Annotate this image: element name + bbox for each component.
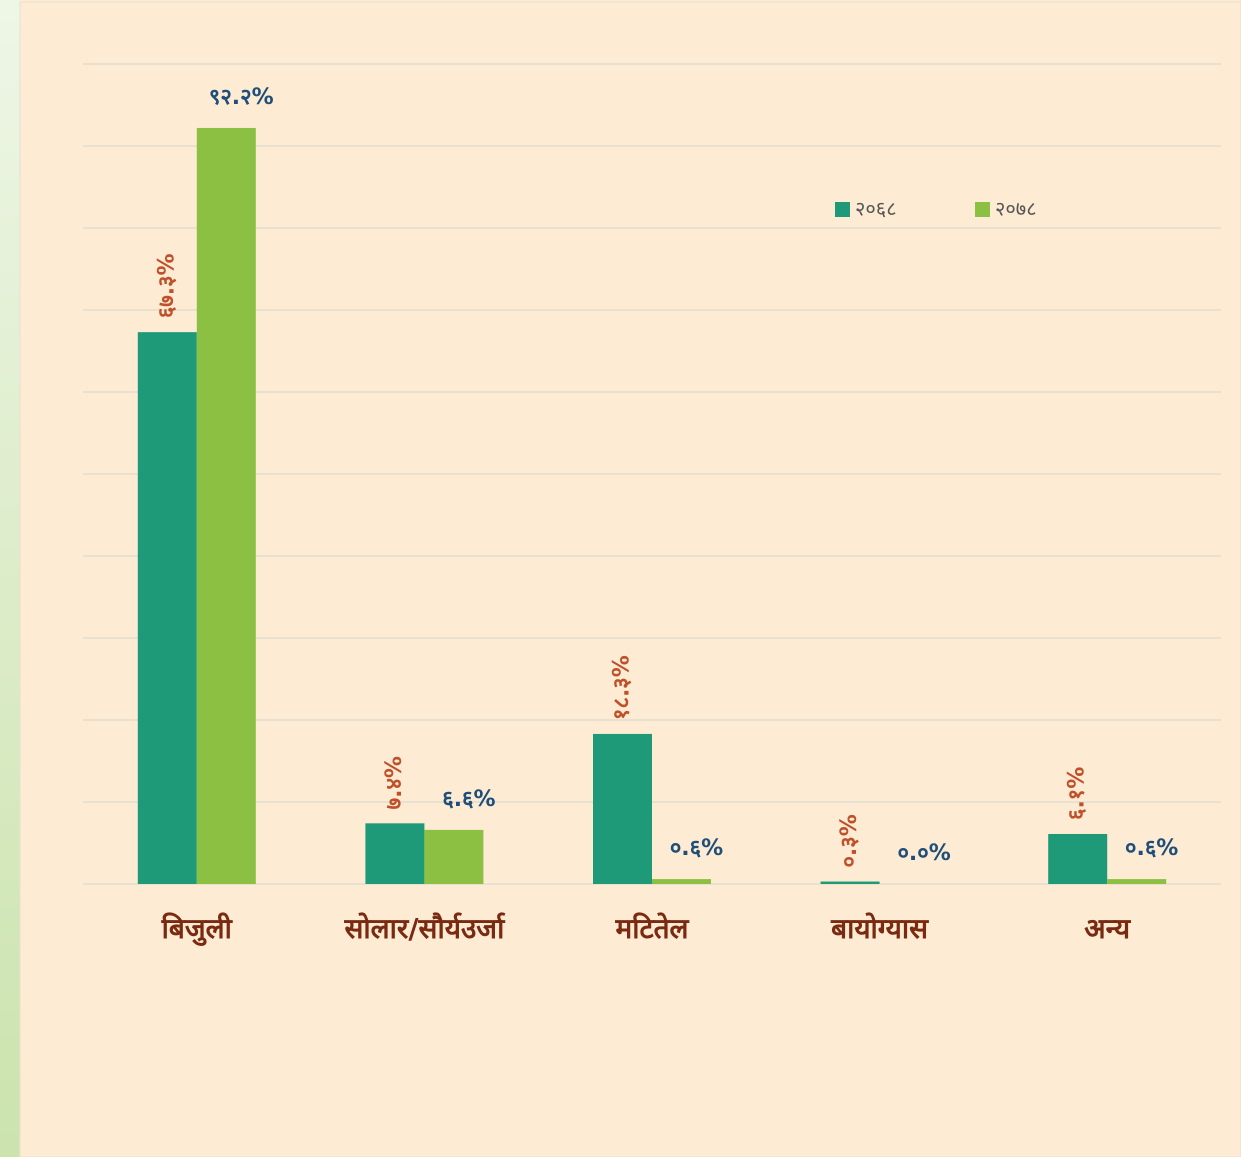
legend-swatch [975,202,990,217]
frame [19,1,1241,1157]
bar [652,879,711,884]
x-tick-label: बिजुली [161,912,234,946]
bar [820,881,880,884]
data-label: ०.३% [837,814,862,867]
data-label: ६.६% [442,787,495,812]
bar [137,332,197,884]
legend-label: २०७८ [995,197,1037,221]
legend-label: २०६८ [855,197,897,221]
data-label: ९२.२% [209,85,274,110]
side-strip [0,0,20,1157]
data-label: ७.४% [382,756,407,809]
data-label: ०.०% [897,841,950,866]
data-label: ६.१% [1065,767,1090,820]
bar [1048,833,1108,884]
data-label: ०.६% [1125,836,1178,861]
data-label: १८.३% [610,655,635,720]
bar [593,733,652,884]
x-tick-label: बायोग्यास [830,912,929,945]
data-label: ०.६% [670,836,723,861]
bar [1107,879,1167,884]
bar [365,823,425,884]
legend-swatch [835,202,850,217]
bar [424,829,484,884]
x-tick-label: मटितेल [614,912,689,945]
bar [196,127,256,884]
data-label: ६७.३% [154,253,179,318]
x-tick-label: सोलार/सौर्यउर्जा [343,912,506,945]
x-tick-label: अन्य [1084,912,1132,945]
